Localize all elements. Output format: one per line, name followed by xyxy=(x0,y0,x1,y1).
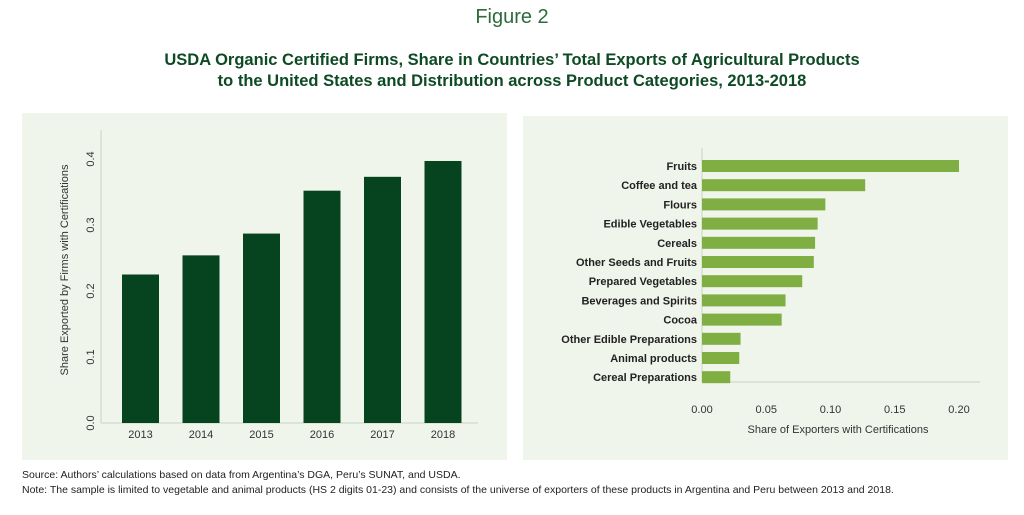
x-tick-label-right: 0.00 xyxy=(691,404,712,416)
bar-2017 xyxy=(364,176,401,423)
bar-flours xyxy=(702,198,826,211)
category-label: Other Seeds and Fruits xyxy=(576,257,697,269)
y-tick-label: 0.4 xyxy=(85,151,97,166)
category-label: Cereal Preparations xyxy=(593,372,697,384)
category-label: Other Edible Preparations xyxy=(561,334,697,346)
title-line-2: to the United States and Distribution ac… xyxy=(217,72,807,90)
bar-cereals xyxy=(702,236,816,249)
bar-animal-products xyxy=(702,352,740,364)
x-tick-label: 2014 xyxy=(189,429,213,441)
category-label: Coffee and tea xyxy=(621,180,698,192)
bar-2016 xyxy=(303,190,341,423)
chart-title: USDA Organic Certified Firms, Share in C… xyxy=(0,50,1024,92)
bar-2014 xyxy=(182,255,220,423)
note-text: Note: The sample is limited to vegetable… xyxy=(22,484,894,496)
x-tick-label: 2018 xyxy=(431,429,455,441)
category-label: Cocoa xyxy=(663,315,698,327)
category-label: Flours xyxy=(663,199,697,211)
bar-2018 xyxy=(424,160,462,424)
x-tick-label-right: 0.20 xyxy=(948,404,969,416)
right-chart-panel xyxy=(523,116,1008,460)
source-text: Source: Authors’ calculations based on d… xyxy=(22,469,461,481)
bar-other-seeds-and-fruits xyxy=(702,256,814,268)
bar-cereal-preparations xyxy=(702,371,731,384)
bar-coffee-and-tea xyxy=(702,179,866,192)
y-tick-label: 0.1 xyxy=(85,349,97,364)
bar-fruits xyxy=(702,160,959,172)
x-tick-label-right: 0.10 xyxy=(820,404,841,416)
category-label: Edible Vegetables xyxy=(603,219,697,231)
figure-label: Figure 2 xyxy=(475,6,549,28)
x-axis-title-right: Share of Exporters with Certifications xyxy=(748,424,929,436)
bar-2015 xyxy=(243,233,280,423)
bar-cocoa xyxy=(702,313,782,326)
x-tick-label: 2017 xyxy=(370,429,394,441)
category-label: Animal products xyxy=(610,353,697,365)
notes: Source: Authors’ calculations based on d… xyxy=(22,468,894,498)
y-tick-label: 0.3 xyxy=(85,217,97,232)
bar-2013 xyxy=(122,274,159,423)
bar-beverages-and-spirits xyxy=(702,294,786,307)
y-tick-label: 0.2 xyxy=(85,283,97,298)
x-tick-label: 2016 xyxy=(310,429,334,441)
x-tick-label-right: 0.05 xyxy=(756,404,777,416)
category-label: Prepared Vegetables xyxy=(589,276,697,288)
x-tick-label: 2013 xyxy=(128,429,152,441)
bar-prepared-vegetables xyxy=(702,275,803,288)
x-tick-label: 2015 xyxy=(249,429,273,441)
category-label: Beverages and Spirits xyxy=(581,295,697,307)
title-line-1: USDA Organic Certified Firms, Share in C… xyxy=(164,51,860,69)
y-axis-title: Share Exported by Firms with Certificati… xyxy=(59,164,71,375)
y-tick-label: 0.0 xyxy=(85,415,97,430)
category-label: Cereals xyxy=(657,238,697,250)
bar-other-edible-preparations xyxy=(702,332,741,345)
category-label: Fruits xyxy=(666,161,697,173)
bar-edible-vegetables xyxy=(702,217,818,230)
x-tick-label-right: 0.15 xyxy=(884,404,905,416)
